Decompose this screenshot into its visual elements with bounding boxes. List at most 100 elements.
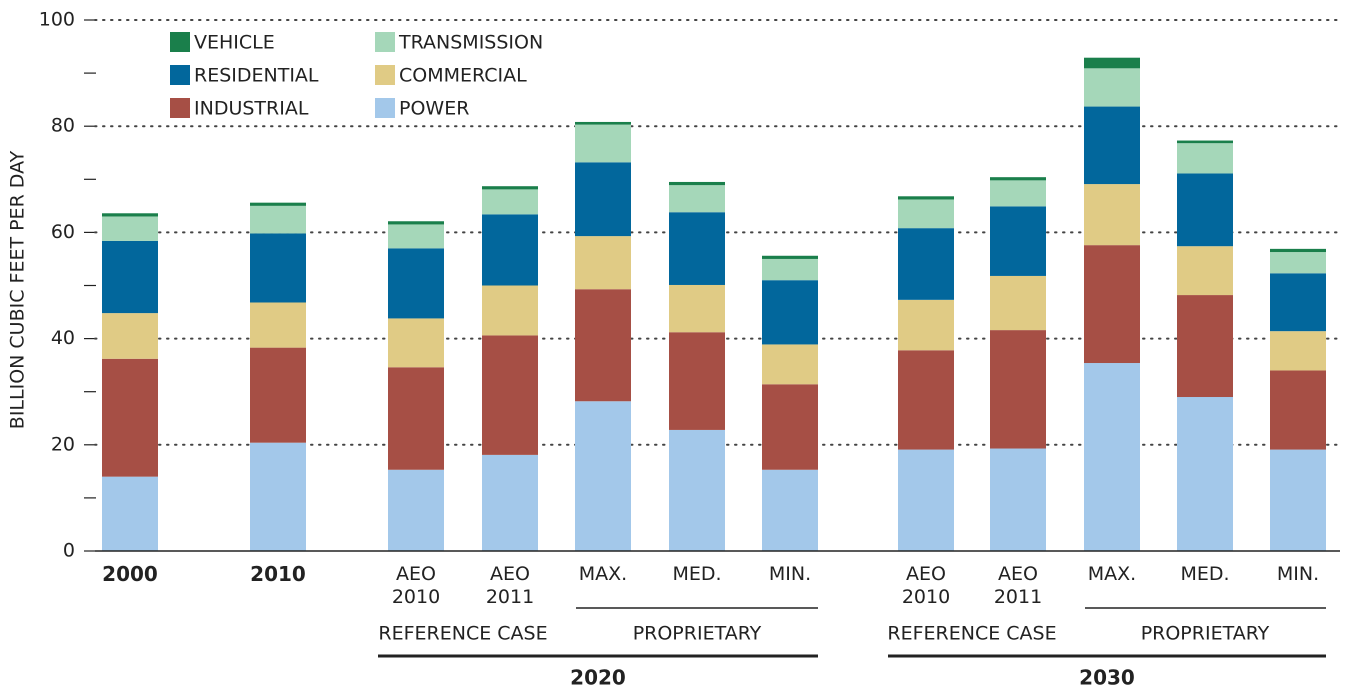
bar-segment <box>388 318 444 368</box>
bar-segment <box>669 181 725 186</box>
bar-segment <box>1270 273 1326 332</box>
x-tick-label: MED. <box>1180 563 1230 585</box>
subgroup-label: REFERENCE CASE <box>887 623 1056 645</box>
bar-segment <box>1084 68 1140 107</box>
bar-segment <box>1177 140 1233 144</box>
bar-segment <box>762 384 818 470</box>
bar-segment <box>898 196 954 200</box>
bar-segment <box>762 255 818 259</box>
subgroup-label: PROPRIETARY <box>633 623 762 645</box>
x-tick-label: MIN. <box>1276 563 1320 585</box>
x-tick-label: 2010 <box>250 562 306 586</box>
legend-label: INDUSTRIAL <box>194 98 309 120</box>
bar-segment <box>990 275 1046 331</box>
bar-segment <box>1084 106 1140 185</box>
x-tick-label: MIN. <box>768 563 812 585</box>
bar-segment <box>482 189 538 215</box>
x-tick-label: 2000 <box>102 562 158 586</box>
legend-label: COMMERCIAL <box>399 65 527 87</box>
bar-segment <box>575 401 631 551</box>
bar-segment <box>898 449 954 551</box>
bar-segment <box>898 299 954 351</box>
bar-segment <box>575 121 631 125</box>
bar-segment <box>1270 449 1326 551</box>
bar-segment <box>990 330 1046 449</box>
bar-segment <box>102 240 158 314</box>
bar-segment <box>669 284 725 333</box>
bar-segment <box>1270 370 1326 450</box>
legend-swatch <box>375 32 395 52</box>
legend-swatch <box>170 32 190 52</box>
bar-segment <box>1084 184 1140 246</box>
subgroup-label: PROPRIETARY <box>1141 623 1270 645</box>
bar-segment <box>250 347 306 443</box>
bar-segment <box>1084 363 1140 551</box>
bar-segment <box>250 442 306 551</box>
bar-segment <box>250 302 306 348</box>
bar-segment <box>102 358 158 477</box>
bar-segment <box>1270 331 1326 371</box>
legend-swatch <box>170 98 190 118</box>
bar-segment <box>990 180 1046 207</box>
group-label: 2020 <box>570 666 626 690</box>
y-tick-label: 80 <box>51 115 75 137</box>
bar-segment <box>1270 252 1326 274</box>
bar-segment <box>250 233 306 303</box>
bar-segment <box>102 476 158 551</box>
y-tick-label: 40 <box>51 327 75 349</box>
bar-segment <box>669 429 725 551</box>
bar-segment <box>1084 57 1140 69</box>
bar-segment <box>388 248 444 319</box>
bar-segment <box>1177 295 1233 398</box>
bar-segment <box>1177 397 1233 551</box>
x-tick-label: MED. <box>672 563 722 585</box>
bar-segment <box>898 199 954 229</box>
bar-segment <box>669 212 725 285</box>
subgroup-label: REFERENCE CASE <box>378 623 547 645</box>
bar-segment <box>762 469 818 551</box>
x-tick-label: AEO 2010 <box>391 563 441 608</box>
bar-segment <box>1177 143 1233 174</box>
bar-segment <box>482 186 538 190</box>
bar-segment <box>669 332 725 430</box>
bar-segment <box>102 216 158 241</box>
bar-segment <box>762 280 818 345</box>
bar-segment <box>990 448 1046 551</box>
bar-segment <box>1084 245 1140 364</box>
bar-segment <box>990 177 1046 181</box>
bar-segment <box>990 206 1046 276</box>
legend-swatch <box>170 65 190 85</box>
bar-segment <box>388 221 444 225</box>
bar-segment <box>575 289 631 402</box>
bar-segment <box>1270 248 1326 253</box>
bar-segment <box>482 335 538 455</box>
bar-segment <box>575 162 631 237</box>
bar-segment <box>669 185 725 213</box>
bar-segment <box>575 236 631 290</box>
bar-segment <box>250 205 306 234</box>
x-tick-label: MAX. <box>578 563 628 585</box>
bar-segment <box>388 469 444 551</box>
legend-label: TRANSMISSION <box>398 32 543 54</box>
y-tick-label: 20 <box>51 433 75 455</box>
y-tick-label: 0 <box>63 540 75 562</box>
bar-segment <box>102 213 158 217</box>
bar-segment <box>388 224 444 249</box>
bar-segment <box>898 228 954 300</box>
bar-segment <box>762 258 818 281</box>
bar-segment <box>482 214 538 286</box>
bar-segment <box>482 285 538 336</box>
y-tick-label: 100 <box>39 9 75 31</box>
bar-segment <box>482 454 538 551</box>
y-tick-label: 60 <box>51 221 75 243</box>
bar-segment <box>250 202 306 206</box>
bar-segment <box>388 367 444 470</box>
legend-swatch <box>375 65 395 85</box>
legend-label: POWER <box>399 98 469 120</box>
bar-segment <box>1177 173 1233 247</box>
x-tick-label: AEO 2011 <box>993 563 1043 608</box>
group-label: 2030 <box>1079 666 1135 690</box>
x-tick-label: MAX. <box>1087 563 1137 585</box>
